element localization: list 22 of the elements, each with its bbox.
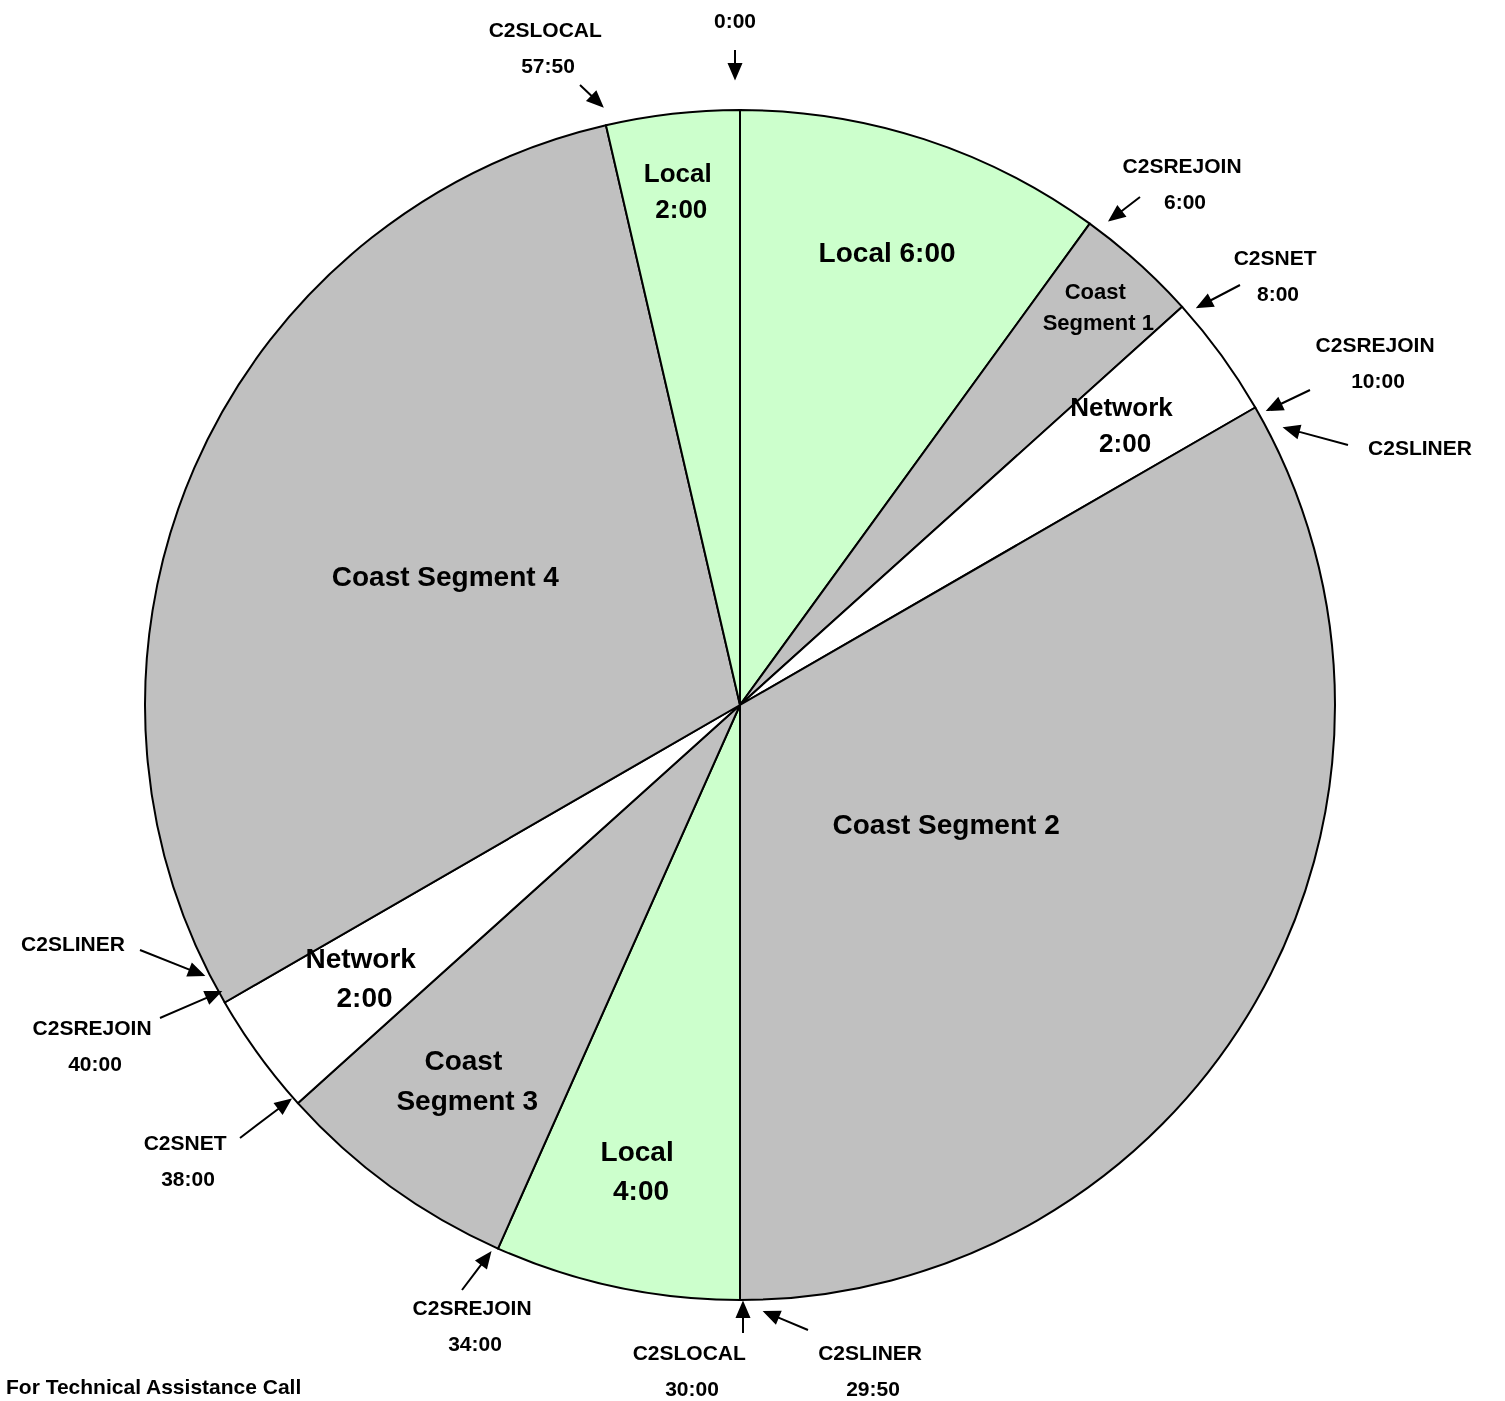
text: C2SLOCAL 30:00 [632, 1340, 752, 1400]
text: C2SREJOIN 34:00 [412, 1295, 538, 1355]
slice-label: Local 4:00 [600, 1135, 682, 1206]
text: C2SLINER 29:50 [818, 1340, 928, 1400]
text: C2SLOCAL 57:50 [488, 17, 608, 77]
slice-label: Local 2:00 [643, 157, 719, 224]
text: C2SREJOIN 6:00 [1122, 153, 1248, 213]
text: C2SNET 38:00 [143, 1130, 233, 1190]
slice-label: Coast Segment 4 [331, 561, 560, 593]
slice-label: Coast Segment 1 [1042, 279, 1154, 335]
text: C2SNET 8:00 [1233, 245, 1323, 305]
slice-label: Network 2:00 [305, 942, 424, 1013]
text: 0:00 [713, 8, 757, 32]
slice-label: Coast Segment 3 [396, 1045, 539, 1116]
slice-label: Network 2:00 [1070, 392, 1180, 459]
text: C2SREJOIN 40:00 [32, 1015, 158, 1075]
text: For Technical Assistance Call [6, 1374, 302, 1398]
slice-label: Coast Segment 2 [832, 808, 1060, 840]
slice-label: Local 6:00 [818, 236, 956, 268]
text: C2SREJOIN 10:00 [1315, 332, 1441, 392]
text: C2SLINER [1368, 435, 1472, 459]
text: C2SLINER [21, 931, 125, 955]
